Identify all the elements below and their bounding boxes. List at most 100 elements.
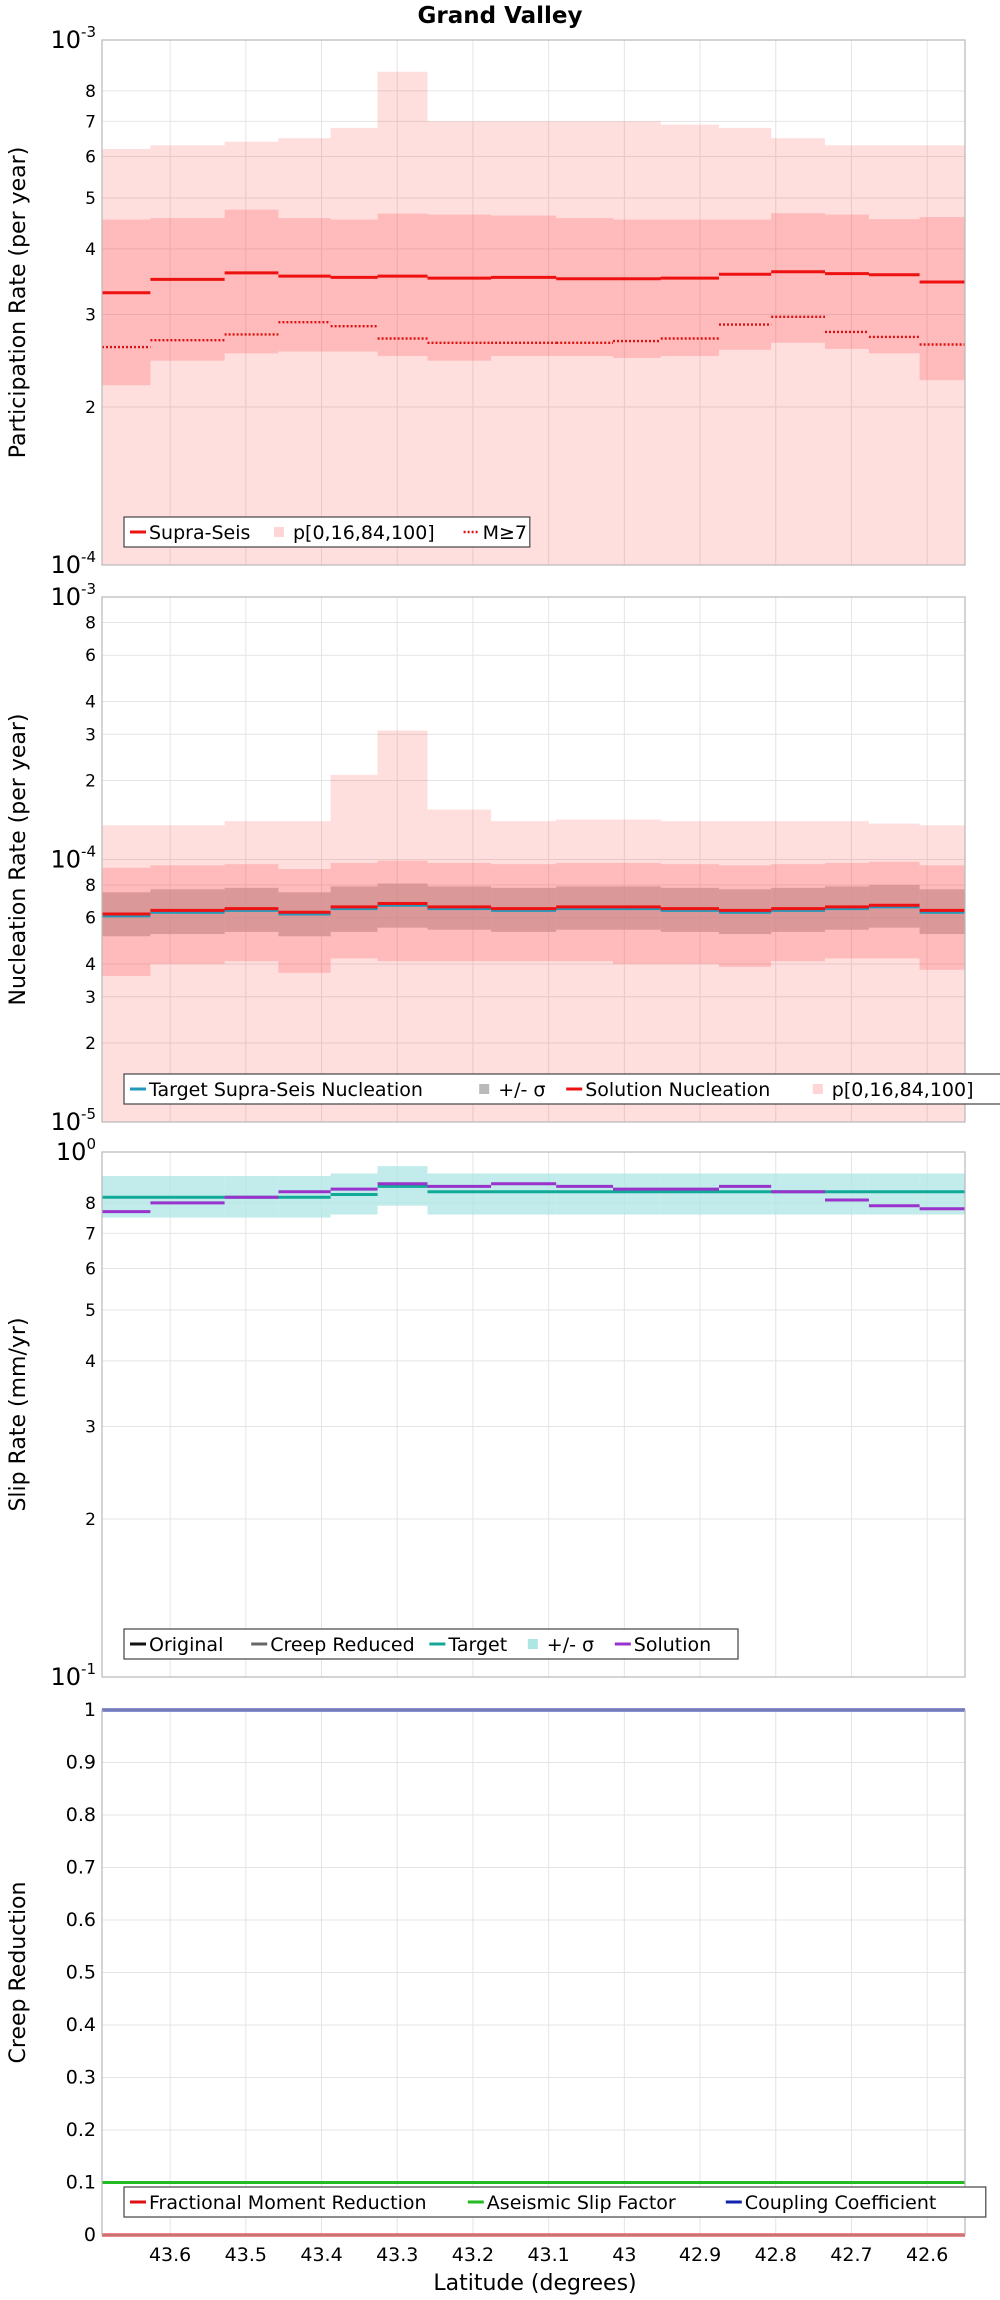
y-tick-label: 4	[85, 1352, 96, 1372]
y-tick-label: 3	[85, 1418, 96, 1438]
legend-swatch	[527, 1639, 538, 1649]
sigma-band	[612, 1173, 661, 1215]
x-tick-label: 43.2	[452, 2244, 494, 2266]
percentile-band-inner	[150, 218, 225, 361]
plot-frame	[101, 596, 966, 1123]
percentile-band-outer	[224, 141, 279, 566]
legend-label: Solution	[634, 1634, 711, 1656]
y-tick-label: 2	[85, 1510, 96, 1530]
y-axis-label: Nucleation Rate (per year)	[6, 714, 31, 1006]
percentile-band-inner	[660, 864, 719, 964]
y-tick-label: 4	[85, 955, 96, 975]
percentile-band-inner	[771, 864, 825, 962]
percentile-band-outer	[919, 145, 965, 566]
y-tick-label: 0.8	[66, 1804, 96, 1826]
percentile-band-inner	[224, 209, 279, 354]
panel-creep: 0 0.1 0.2 0.3 0.4 0.5 0.6 0.7 0.8 0.9 1 Creep Reduc…	[6, 1699, 987, 2246]
y-tick-label: 5	[85, 1301, 96, 1321]
percentile-band-outer	[102, 148, 151, 565]
y-tick-label: 10-5	[50, 1105, 96, 1136]
legend-label: Aseismic Slip Factor	[487, 2192, 676, 2214]
y-tick-label: 2	[85, 1034, 96, 1054]
percentile-band-outer	[919, 825, 965, 1122]
percentile-band-inner	[556, 862, 613, 962]
percentile-band-inner	[919, 217, 965, 381]
percentile-band-inner	[150, 865, 225, 964]
percentile-band-inner	[427, 862, 492, 962]
percentile-band-inner	[377, 860, 428, 962]
x-tick-label: 42.9	[679, 2244, 721, 2266]
percentile-band-outer	[491, 821, 557, 1122]
y-tick-label: 8	[85, 613, 96, 633]
percentile-band-outer	[102, 825, 151, 1122]
percentile-band-inner	[377, 213, 428, 357]
y-tick-label: 10-4	[50, 843, 96, 874]
percentile-band-inner	[868, 219, 920, 354]
percentile-band-inner	[919, 865, 965, 970]
percentile-band-inner	[612, 219, 661, 358]
x-tick-label: 43.5	[225, 2244, 267, 2266]
y-tick-label: 0.6	[66, 1909, 96, 1931]
y-tick-label: 10-3	[50, 580, 96, 611]
legend-swatch	[479, 1084, 490, 1094]
legend: Supra-Seis p[0,16,84,100] M≥7	[123, 516, 531, 548]
legend-label: Fractional Moment Reduction	[149, 2192, 427, 2214]
percentile-band-outer	[771, 138, 825, 565]
percentile-band-inner	[102, 867, 151, 976]
percentile-band-inner	[491, 215, 557, 357]
y-tick-label: 0.5	[66, 1962, 96, 1984]
percentile-band-outer	[330, 127, 378, 565]
x-tick-label: 43.3	[376, 2244, 418, 2266]
y-tick-label: 5	[85, 189, 96, 209]
percentile-band-inner	[556, 218, 613, 357]
sigma-band	[824, 1173, 869, 1215]
legend-label: Target Supra-Seis Nucleation	[148, 1079, 423, 1101]
chart-title: Grand Valley	[417, 3, 582, 29]
series-line-target-supra-seis-nucleation	[102, 903, 965, 918]
y-tick-label: 8	[85, 1194, 96, 1214]
y-tick-label: 100	[56, 1135, 96, 1166]
legend-label: M≥7	[483, 522, 527, 544]
y-tick-label: 2	[85, 771, 96, 791]
x-tick-label: 42.7	[830, 2244, 872, 2266]
y-tick-label: 8	[85, 876, 96, 896]
y-tick-label: 7	[85, 112, 96, 132]
percentile-band-outer	[150, 825, 225, 1122]
percentile-band-outer	[868, 823, 920, 1122]
legend-label: Original	[149, 1634, 223, 1656]
legend-label: p[0,16,84,100]	[832, 1079, 974, 1101]
sigma-band	[771, 1173, 825, 1215]
y-tick-label: 10-1	[50, 1660, 96, 1691]
percentile-band-outer	[868, 145, 920, 566]
percentile-band-outer	[377, 730, 428, 1122]
percentile-band-outer	[278, 821, 331, 1122]
y-tick-label: 4	[85, 240, 96, 260]
y-axis-label: Slip Rate (mm/yr)	[6, 1317, 31, 1511]
legend-label: Target	[447, 1634, 507, 1656]
y-tick-label: 3	[85, 988, 96, 1008]
x-tick-label: 43.4	[300, 2244, 342, 2266]
percentile-band-inner	[427, 214, 492, 361]
x-tick-label: 42.8	[755, 2244, 797, 2266]
percentile-band-inner	[824, 214, 869, 349]
x-tick-label: 43.1	[527, 2244, 569, 2266]
y-tick-label: 6	[85, 646, 96, 666]
sigma-band	[868, 1173, 920, 1215]
y-tick-label: 10-3	[50, 23, 96, 54]
legend-label: +/- σ	[547, 1634, 594, 1656]
y-tick-label: 0.2	[66, 2119, 96, 2141]
sigma-band	[718, 1173, 772, 1215]
x-tick-label: 43.6	[149, 2244, 191, 2266]
plot-frame	[101, 39, 966, 566]
y-axis-label: Creep Reduction	[6, 1882, 31, 2064]
panel-participation: 10-4 2 3 4 5 6 7 8 10-3 Participation Rate (per y…	[6, 23, 966, 579]
y-tick-label: 6	[85, 147, 96, 167]
y-tick-label: 0.9	[66, 1752, 96, 1774]
percentile-band-outer	[556, 819, 613, 1122]
series-line-supra-seis	[102, 270, 965, 295]
y-tick-label: 0.3	[66, 2067, 96, 2089]
y-tick-labels: 0 0.1 0.2 0.3 0.4 0.5 0.6 0.7 0.8 0.9 1	[66, 1699, 96, 2246]
legend-box	[123, 1073, 1000, 1105]
percentile-band-inner	[278, 218, 331, 352]
legend-swatch	[812, 1084, 823, 1094]
